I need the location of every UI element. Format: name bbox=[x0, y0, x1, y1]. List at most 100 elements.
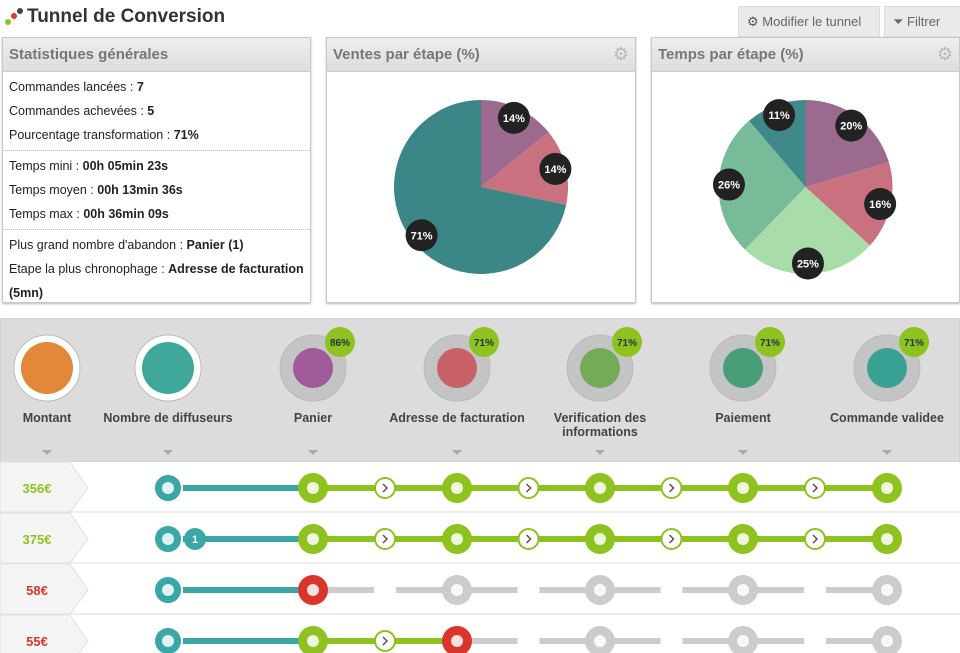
badge bbox=[755, 327, 785, 357]
step-icon bbox=[293, 348, 333, 388]
settings-icon[interactable]: ⚙ bbox=[612, 44, 629, 64]
arrow-node bbox=[374, 579, 396, 601]
stats-row: Commandes achevées : 5 bbox=[9, 99, 304, 123]
amount-cell bbox=[0, 512, 89, 564]
node-icon bbox=[451, 482, 463, 494]
node-icon bbox=[162, 584, 174, 596]
amount-cell bbox=[0, 614, 89, 653]
page-title: Tunnel de Conversion bbox=[27, 6, 226, 27]
step-label: Paiement bbox=[715, 411, 771, 425]
dropdown-arrow bbox=[595, 450, 605, 455]
pie-slice bbox=[744, 187, 870, 274]
stats-row: Temps moyen : 00h 13min 36s bbox=[9, 178, 304, 202]
pie-slice bbox=[805, 100, 889, 187]
node-icon bbox=[594, 584, 606, 596]
arrow-node bbox=[517, 477, 540, 499]
arrow bbox=[812, 534, 819, 544]
settings-icon[interactable]: ⚙ bbox=[936, 44, 953, 64]
pie-chart: 14% 14% 71% bbox=[394, 100, 572, 274]
label-bubble bbox=[712, 168, 745, 201]
stat-label: Etape la plus chronophage : bbox=[9, 262, 165, 276]
badge bbox=[612, 327, 642, 357]
arrow-node bbox=[804, 630, 826, 652]
step-label: Verification des informations bbox=[554, 411, 646, 439]
pie-panel: Ventes par étape (%) ⚙ 14% 14% 71% bbox=[326, 37, 636, 303]
count-badge bbox=[184, 528, 206, 550]
stats-row: Plus grand nombre d'abandon : Panier (1) bbox=[9, 233, 304, 257]
dropdown-arrow bbox=[882, 450, 892, 455]
node-icon bbox=[307, 584, 319, 596]
arrow-node bbox=[804, 579, 826, 601]
arrow bbox=[668, 483, 675, 493]
badge bbox=[325, 327, 355, 357]
stats-group: Plus grand nombre d'abandon : Panier (1)… bbox=[3, 230, 310, 308]
stat-value: 5 bbox=[147, 104, 155, 118]
arrow-node bbox=[660, 579, 683, 601]
pie-slice bbox=[718, 120, 806, 250]
badge-label: 71% bbox=[760, 338, 780, 349]
data-label: 16% bbox=[869, 199, 891, 211]
data-label: 26% bbox=[718, 180, 740, 192]
node-icon bbox=[881, 482, 893, 494]
node-icon bbox=[451, 635, 463, 647]
node-icon bbox=[307, 533, 319, 545]
node-icon bbox=[162, 635, 174, 647]
label-bubble bbox=[864, 188, 897, 221]
dropdown-arrow bbox=[42, 450, 52, 455]
node-icon bbox=[881, 635, 893, 647]
pie-panel: Temps par étape (%) ⚙ 20% 16% 25% 26% 11% bbox=[651, 37, 960, 303]
node-icon bbox=[594, 482, 606, 494]
node-icon bbox=[451, 584, 463, 596]
button-label: Filtrer bbox=[907, 14, 941, 29]
stats-row: Temps max : 00h 36min 09s bbox=[9, 202, 304, 226]
arrow bbox=[812, 483, 819, 493]
data-label: 71% bbox=[411, 230, 433, 242]
pie-slice bbox=[481, 132, 568, 205]
node-icon bbox=[307, 482, 319, 494]
edit-button[interactable]: ⚙ Modifier le tunnel bbox=[738, 6, 880, 37]
stats-row: Etape la plus chronophage : Adresse de f… bbox=[9, 257, 304, 305]
label-bubble bbox=[791, 247, 824, 280]
label-bubble bbox=[497, 101, 530, 134]
stats-group: Commandes lancées : 7 Commandes achevées … bbox=[3, 72, 310, 151]
node-icon bbox=[162, 533, 174, 545]
stat-value: 00h 13min 36s bbox=[97, 183, 183, 197]
badge bbox=[469, 327, 499, 357]
arrow bbox=[668, 534, 675, 544]
pie-slice bbox=[394, 100, 567, 274]
dropdown-arrow bbox=[163, 450, 173, 455]
stats-row: Commandes lancées : 7 bbox=[9, 75, 304, 99]
step-label: Commande validee bbox=[830, 411, 944, 425]
badge-label: 86% bbox=[330, 338, 350, 349]
node-icon bbox=[737, 482, 749, 494]
panel-title: Temps par étape (%) bbox=[652, 38, 959, 72]
amount: 55€ bbox=[26, 634, 48, 649]
badge-label: 71% bbox=[904, 338, 924, 349]
arrow-node bbox=[374, 528, 396, 550]
stat-label: Temps moyen : bbox=[9, 183, 94, 197]
stat-value: Panier (1) bbox=[186, 238, 244, 252]
step-icon bbox=[142, 342, 194, 394]
data-label: 14% bbox=[544, 164, 566, 176]
stat-value: 7 bbox=[136, 80, 144, 94]
arrow bbox=[382, 534, 389, 544]
panel-title: Ventes par étape (%) bbox=[327, 38, 635, 72]
label-bubble bbox=[763, 99, 796, 132]
dropdown-arrow bbox=[308, 450, 318, 455]
data-label: 25% bbox=[797, 259, 819, 271]
label-bubble bbox=[405, 219, 438, 252]
arrow-node bbox=[374, 477, 396, 499]
arrow-node bbox=[517, 579, 540, 601]
node-icon bbox=[737, 533, 749, 545]
arrow-node bbox=[660, 630, 683, 652]
node-icon bbox=[881, 584, 893, 596]
amount: 356€ bbox=[23, 481, 52, 496]
arrow-node bbox=[660, 528, 683, 550]
stat-value: Adresse de facturation (5mn) bbox=[9, 262, 304, 300]
filter-button[interactable]: ⏷ Filtrer bbox=[884, 6, 960, 37]
amount-cell bbox=[0, 461, 89, 513]
badge bbox=[899, 327, 929, 357]
arrow-node bbox=[517, 630, 540, 652]
stats-group: Temps mini : 00h 05min 23s Temps moyen : … bbox=[3, 151, 310, 230]
